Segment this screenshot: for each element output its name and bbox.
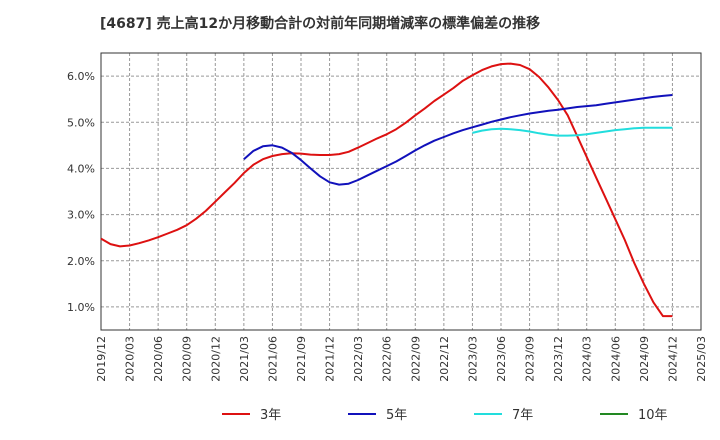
x-tick-label: 2022/09	[409, 336, 422, 382]
x-tick-label: 2021/09	[295, 336, 308, 382]
plot-border	[100, 52, 702, 331]
y-tick-label: 1.0%	[67, 301, 95, 314]
legend-label-7年: 7年	[512, 408, 533, 423]
y-tick-label: 3.0%	[67, 209, 95, 222]
x-tick-label: 2023/09	[524, 336, 537, 382]
x-tick-label: 2020/09	[181, 336, 194, 382]
x-tick-label: 2022/12	[438, 336, 451, 382]
x-tick-label: 2020/12	[209, 336, 222, 382]
x-tick-label: 2024/12	[666, 336, 679, 382]
y-tick-label: 5.0%	[67, 116, 95, 129]
legend-label-3年: 3年	[260, 408, 281, 423]
x-tick-label: 2023/03	[466, 336, 479, 382]
plot-area	[101, 53, 701, 330]
chart-title: [4687] 売上高12か月移動合計の対前年同期増減率の標準偏差の推移	[100, 16, 541, 32]
x-tick-label: 2022/06	[381, 336, 394, 382]
x-tick-label: 2020/03	[124, 336, 137, 382]
x-tick-label: 2020/06	[152, 336, 165, 382]
legend-label-10年: 10年	[638, 408, 668, 423]
x-tick-label: 2019/12	[95, 336, 108, 382]
series-line-5年	[243, 94, 673, 186]
x-tick-label: 2022/03	[352, 336, 365, 382]
x-tick-label: 2023/12	[552, 336, 565, 382]
x-tick-label: 2023/06	[495, 336, 508, 382]
x-tick-label: 2024/09	[638, 336, 651, 382]
x-tick-label: 2024/06	[609, 336, 622, 382]
x-tick-label: 2025/03	[695, 336, 708, 382]
legend-label-5年: 5年	[386, 408, 407, 423]
x-tick-label: 2021/06	[266, 336, 279, 382]
y-tick-label: 4.0%	[67, 162, 95, 175]
x-tick-label: 2021/12	[324, 336, 337, 382]
series-line-7年	[472, 126, 673, 137]
x-tick-label: 2021/03	[238, 336, 251, 382]
x-tick-label: 2024/03	[581, 336, 594, 382]
y-tick-label: 6.0%	[67, 70, 95, 83]
y-tick-label: 2.0%	[67, 255, 95, 268]
